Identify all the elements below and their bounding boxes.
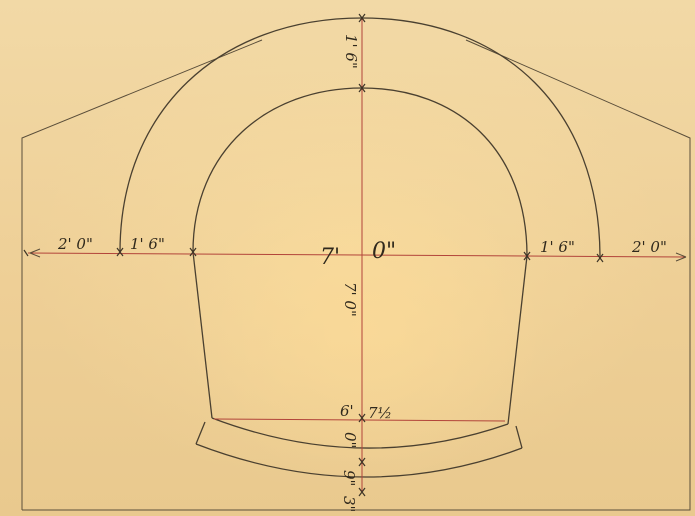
invert-depth-b-label: 7½: [368, 404, 392, 422]
base-thickness-label: 9": [340, 470, 358, 486]
horizontal-springing-line: [27, 252, 687, 258]
span-inches-label: 0": [372, 239, 396, 264]
invert-right-edge: [515, 425, 523, 449]
right-margin-label: 2' 0": [631, 238, 667, 256]
right-margin-arrow: [675, 252, 687, 262]
crown-thickness-label: 1' 6": [342, 34, 360, 69]
inner-arch: [192, 87, 528, 257]
right-wall: [507, 255, 528, 425]
invert-outer-arc: [195, 443, 523, 478]
left-margin-label: 2' 0": [57, 235, 93, 253]
span-feet-label: 7': [320, 245, 340, 270]
outer-block-outline: [21, 39, 691, 511]
left-wall: [192, 251, 213, 419]
dimension-ticks: [23, 13, 604, 497]
rise-height-label: 7' 0": [341, 282, 359, 317]
left-arch-thickness-label: 1' 6": [130, 235, 165, 253]
invert-depth-a-label: 6': [340, 402, 354, 420]
invert-left-edge: [195, 421, 206, 445]
right-arch-thickness-label: 1' 6": [540, 238, 575, 256]
invert-width-line: [213, 418, 506, 422]
invert-thickness-label: 0": [341, 432, 359, 448]
bottom-note-label: 3": [340, 496, 358, 512]
invert-inner-arc: [211, 417, 509, 449]
left-margin-arrow: [29, 248, 41, 258]
